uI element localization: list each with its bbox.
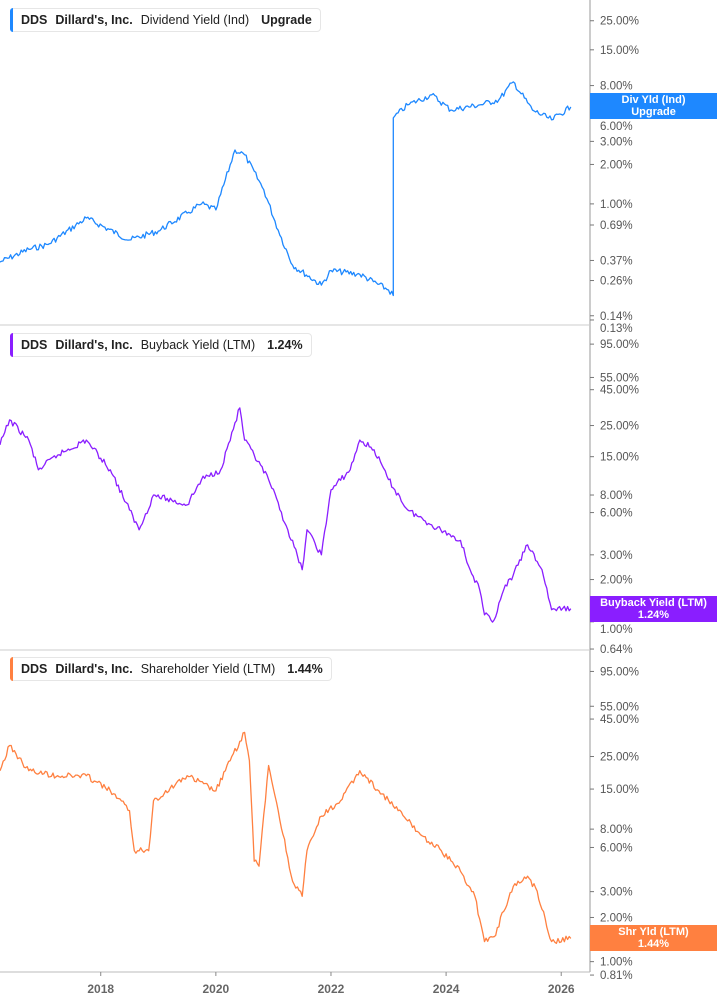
y-tick-label: 1.00%: [600, 199, 633, 211]
y-tick-label: 0.13%: [600, 323, 633, 335]
y-tick-label: 3.00%: [600, 550, 633, 562]
legend-ticker: DDS: [21, 338, 48, 352]
legend-color-swatch: [10, 333, 13, 357]
y-tick-label: 95.00%: [600, 666, 639, 678]
y-tick-label: 95.00%: [600, 339, 639, 351]
y-tick-label: 8.00%: [600, 824, 633, 836]
y-tick-label: 25.00%: [600, 752, 639, 764]
series-line: [0, 731, 572, 945]
x-tick-label: 2018: [87, 982, 114, 996]
y-tick-label: 8.00%: [600, 490, 633, 502]
end-tag-label: Div Yld (Ind): [621, 94, 686, 106]
legend-color-swatch: [10, 657, 13, 681]
legend-series: Shareholder Yield (LTM): [140, 662, 276, 676]
x-tick-label: 2026: [548, 982, 575, 996]
x-tick-label: 2024: [433, 982, 460, 996]
x-tick-label: 2022: [318, 982, 345, 996]
y-tick-label: 8.00%: [600, 81, 633, 93]
y-tick-label: 0.69%: [600, 220, 633, 232]
y-tick-label: 0.37%: [600, 255, 633, 267]
x-tick-label: 2020: [203, 982, 230, 996]
y-tick-label: 1.00%: [600, 957, 633, 969]
y-tick-label: 0.81%: [600, 970, 633, 982]
legend-series: Dividend Yield (Ind): [140, 13, 250, 27]
end-tag-buyback-yield: Buyback Yield (LTM) 1.24%: [590, 596, 717, 622]
end-tag-value: 1.44%: [637, 938, 670, 950]
pane-2: 95.00% 55.00%45.00% 25.00% 15.00% 8.00% 6.00%…: [0, 339, 639, 656]
y-tick-label: 6.00%: [600, 842, 633, 854]
y-tick-label: 25.00%: [600, 421, 639, 433]
series-line: [0, 81, 572, 297]
y-tick-label: 15.00%: [600, 45, 639, 57]
x-axis-ticks: 2018 2020 2022 2024 2026: [87, 972, 575, 996]
legend-buyback-yield[interactable]: DDS Dillard's, Inc. Buyback Yield (LTM) …: [10, 333, 312, 357]
y-tick-label: 1.00%: [600, 624, 633, 636]
y-tick-label: 0.14%: [600, 311, 633, 323]
y-tick-label: 55.00%: [600, 372, 639, 384]
y-tick-label: 6.00%: [600, 121, 633, 133]
y-tick-label: 2.00%: [600, 159, 633, 171]
pane-1: 25.00% 15.00% 8.00% 6.00% 3.00% 2.00% 1.00% 0.6…: [0, 16, 639, 335]
y-tick-label: 0.26%: [600, 276, 633, 288]
legend-value[interactable]: Upgrade: [261, 13, 312, 27]
y-tick-label: 15.00%: [600, 452, 639, 464]
y-tick-label: 0.64%: [600, 644, 633, 656]
y-tick-label: 45.00%: [600, 714, 639, 726]
end-tag-shareholder-yield: Shr Yld (LTM) 1.44%: [590, 925, 717, 951]
end-tag-value: 1.24%: [637, 609, 670, 621]
y-tick-label: 55.00%: [600, 701, 639, 713]
legend-company: Dillard's, Inc.: [55, 662, 133, 676]
series-line: [0, 407, 572, 623]
end-tag-dividend-yield: Div Yld (Ind) Upgrade: [590, 93, 717, 119]
y-tick-label: 3.00%: [600, 136, 633, 148]
legend-value: 1.44%: [287, 662, 323, 676]
pane-3: 95.00% 55.00%45.00% 25.00% 15.00% 8.00% 6.00%…: [0, 666, 639, 982]
legend-ticker: DDS: [21, 13, 48, 27]
y-tick-label: 3.00%: [600, 887, 633, 899]
y-tick-label: 2.00%: [600, 575, 633, 587]
end-tag-value: Upgrade: [631, 106, 676, 118]
legend-company: Dillard's, Inc.: [55, 13, 133, 27]
y-tick-label: 15.00%: [600, 784, 639, 796]
y-tick-label: 6.00%: [600, 508, 633, 520]
y-tick-label: 25.00%: [600, 16, 639, 28]
legend-value: 1.24%: [267, 338, 303, 352]
y-tick-label: 2.00%: [600, 912, 633, 924]
legend-series: Buyback Yield (LTM): [140, 338, 256, 352]
legend-color-swatch: [10, 8, 13, 32]
legend-ticker: DDS: [21, 662, 48, 676]
y-tick-label: 45.00%: [600, 385, 639, 397]
legend-shareholder-yield[interactable]: DDS Dillard's, Inc. Shareholder Yield (L…: [10, 657, 332, 681]
end-tag-label: Buyback Yield (LTM): [600, 597, 707, 609]
end-tag-label: Shr Yld (LTM): [618, 926, 689, 938]
legend-company: Dillard's, Inc.: [55, 338, 133, 352]
legend-dividend-yield[interactable]: DDS Dillard's, Inc. Dividend Yield (Ind)…: [10, 8, 321, 32]
